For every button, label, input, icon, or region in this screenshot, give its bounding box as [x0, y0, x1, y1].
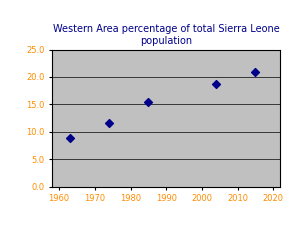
- Point: [146, 100, 151, 104]
- Point: [107, 121, 112, 125]
- Point: [68, 137, 72, 140]
- Point: [214, 82, 218, 86]
- Point: [253, 70, 258, 74]
- Title: Western Area percentage of total Sierra Leone
population: Western Area percentage of total Sierra …: [53, 24, 279, 46]
